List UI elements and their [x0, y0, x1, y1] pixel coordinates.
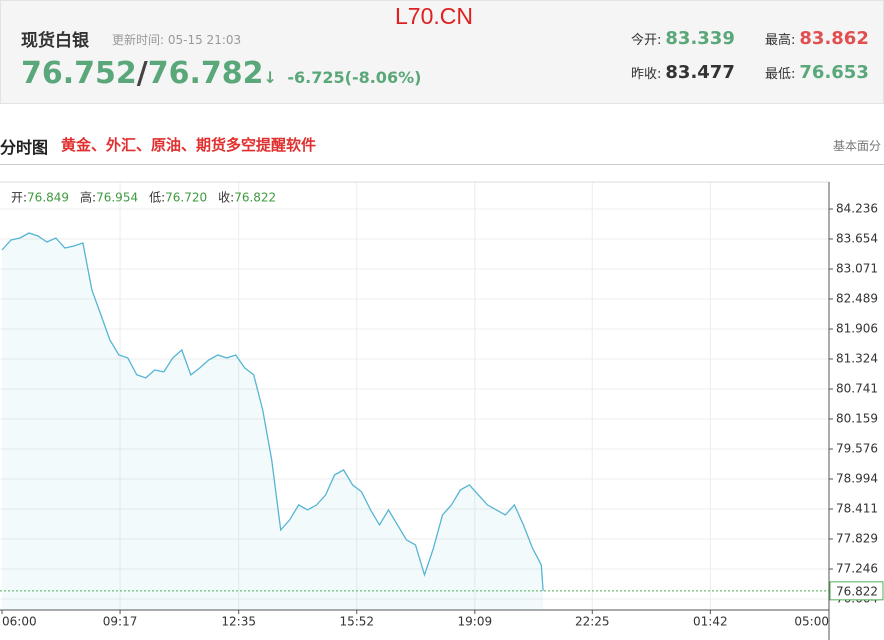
watermark: L70.CN	[395, 3, 473, 29]
stat-label: 最低:	[765, 67, 796, 82]
fundamentals-link[interactable]: 基本面分	[833, 139, 882, 153]
y-tick-label: 77.829	[836, 531, 878, 545]
promo-link[interactable]: 黄金、外汇、原油、期货多空提醒软件	[61, 136, 317, 154]
y-tick-label: 77.246	[836, 562, 878, 576]
stat: 最高: 83.862	[765, 28, 869, 49]
y-tick-label: 80.159	[836, 411, 878, 425]
update-label: 更新时间:	[112, 33, 165, 47]
area	[2, 233, 544, 610]
stat-value: 83.477	[665, 62, 735, 83]
quote-header	[0, 0, 884, 104]
y-tick-label: 84.236	[836, 201, 878, 215]
update-value: 05-15 21:03	[167, 33, 242, 47]
bid: 76.752	[21, 56, 137, 91]
y-tick-label: 80.741	[836, 381, 878, 395]
stat-value: 76.653	[799, 62, 869, 83]
info-label: 开:	[11, 191, 27, 205]
y-tick-label: 81.906	[836, 321, 878, 335]
arrow: ↓	[263, 68, 277, 87]
stat: 最低: 76.653	[765, 62, 869, 83]
x-tick-label: 09:17	[103, 615, 138, 629]
x-tick-label: 12:35	[221, 615, 256, 629]
y-tick-label: 78.994	[836, 471, 878, 485]
x-tick-label: 22:25	[575, 615, 610, 629]
x-tick-label: 01:42	[693, 615, 728, 629]
ask: 76.782	[147, 56, 264, 91]
stat-value: 83.339	[665, 28, 735, 49]
stat-label: 今开:	[631, 33, 662, 48]
y-tick-label: 82.489	[836, 291, 878, 305]
info-value: 76.822	[234, 191, 276, 205]
info-value: 76.954	[96, 191, 138, 205]
stat-value: 83.862	[799, 28, 869, 49]
change: -6.725(-8.06%)	[287, 68, 422, 87]
stat: 今开: 83.339	[631, 28, 735, 49]
stat-label: 昨收:	[631, 67, 662, 82]
y-tick-label: 83.071	[836, 261, 878, 275]
price-line	[1, 232, 544, 591]
info-label: 高:	[80, 190, 96, 205]
x-tick-label: 15:52	[339, 615, 374, 629]
info-value: 76.849	[27, 191, 69, 205]
last-price-box	[829, 581, 884, 601]
x-tick-label: 05:00	[794, 615, 829, 629]
stat-label: 最高:	[765, 33, 796, 48]
info-label: 收:	[218, 191, 234, 205]
last-price-label: 76.822	[836, 584, 878, 598]
info-value: 76.720	[165, 191, 207, 205]
x-tick-label: 19:09	[458, 615, 493, 629]
y-tick-label: 81.324	[836, 351, 878, 365]
stat: 昨收: 83.477	[631, 62, 735, 83]
section-title: 分时图	[0, 138, 49, 157]
update-time: 更新时间: 05-15 21:03	[112, 31, 241, 48]
x-tick-label: 06:00	[2, 615, 37, 629]
instrument-title: 现货白银	[21, 31, 89, 51]
y-tick-label: 78.411	[836, 502, 878, 516]
y-tick-label: 83.654	[836, 231, 878, 245]
divider	[0, 164, 884, 165]
info-label: 低:	[149, 191, 165, 205]
separator: /	[136, 56, 148, 91]
prices: 76.752/76.782↓ -6.725(-8.06%)	[21, 56, 421, 91]
y-tick-label: 79.576	[836, 441, 878, 455]
